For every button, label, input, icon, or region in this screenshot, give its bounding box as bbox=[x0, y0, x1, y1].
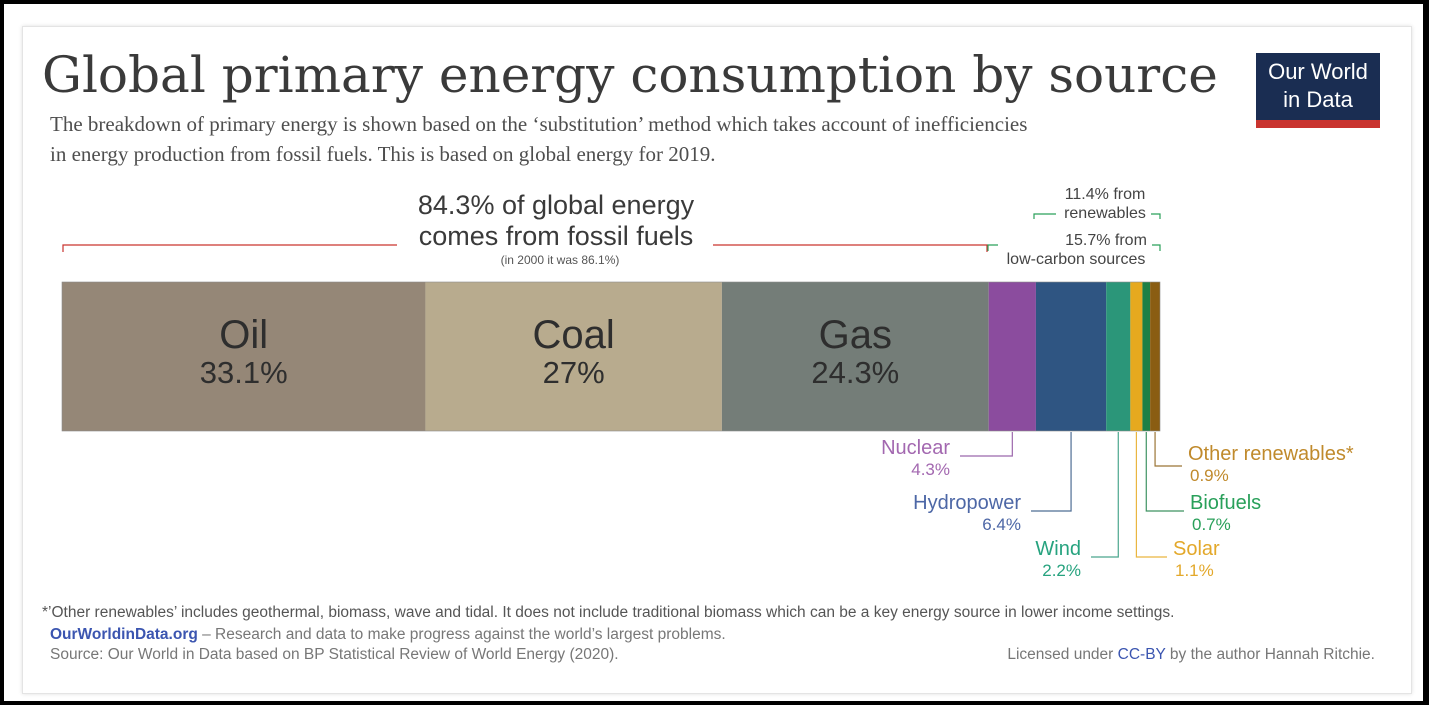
outer-label-wind: Wind bbox=[1035, 538, 1081, 560]
bar-wind bbox=[1106, 282, 1131, 431]
license-note: Licensed under CC-BY by the author Hanna… bbox=[1007, 646, 1375, 664]
bar-other-renewables bbox=[1150, 282, 1160, 431]
lowcarbon-annotation-line2: low-carbon sources bbox=[1007, 251, 1146, 268]
leader-wind bbox=[1091, 432, 1119, 558]
outer-value-other-renewables: 0.9% bbox=[1190, 466, 1229, 485]
outer-label-hydropower: Hydropower bbox=[913, 492, 1021, 514]
outer-value-hydropower: 6.4% bbox=[982, 515, 1021, 534]
leader-biofuels bbox=[1145, 432, 1184, 512]
logo-text-line2: in Data bbox=[1283, 87, 1353, 112]
fossil-annotation-note: (in 2000 it was 86.1%) bbox=[501, 253, 620, 267]
segment-label-coal: Coal bbox=[533, 313, 615, 357]
bar-outline bbox=[61, 281, 1161, 432]
bar-nuclear bbox=[988, 282, 1036, 431]
outer-value-wind: 2.2% bbox=[1042, 561, 1081, 580]
renewables-annotation-line2: renewables bbox=[1064, 205, 1146, 222]
leader-hydropower bbox=[1031, 432, 1072, 512]
owid-logo[interactable]: Our World in Data bbox=[1256, 53, 1380, 128]
outer-label-biofuels: Biofuels bbox=[1190, 492, 1261, 514]
bar-solar bbox=[1130, 282, 1143, 431]
segment-value-oil: 33.1% bbox=[200, 355, 288, 390]
leader-solar bbox=[1135, 432, 1167, 558]
bar-coal bbox=[425, 282, 722, 431]
leader-lines bbox=[960, 432, 1184, 558]
source-note: Source: Our World in Data based on BP St… bbox=[50, 646, 619, 663]
leader-nuclear bbox=[960, 432, 1013, 457]
logo-text-line1: Our World bbox=[1268, 59, 1368, 84]
owid-link[interactable]: OurWorldinData.org bbox=[50, 626, 198, 643]
leader-other-renewables bbox=[1154, 432, 1182, 467]
lowcarbon-annotation-line1: 15.7% from bbox=[1065, 232, 1147, 249]
renewables-annotation-line1: 11.4% from bbox=[1065, 186, 1146, 203]
segment-value-coal: 27% bbox=[543, 355, 605, 390]
outer-label-other-renewables: Other renewables* bbox=[1188, 443, 1354, 465]
fossil-annotation-line2: comes from fossil fuels bbox=[419, 221, 694, 251]
bar-segments bbox=[61, 281, 1161, 432]
license-link[interactable]: CC-BY bbox=[1117, 646, 1166, 663]
lowcarbon-bracket bbox=[987, 244, 1161, 251]
bar-hydropower bbox=[1035, 282, 1107, 431]
segment-value-gas: 24.3% bbox=[811, 355, 899, 390]
outer-label-nuclear: Nuclear bbox=[881, 437, 950, 459]
bar-biofuels bbox=[1142, 282, 1151, 431]
segment-label-gas: Gas bbox=[819, 313, 892, 357]
fossil-bracket bbox=[62, 244, 988, 252]
outer-value-biofuels: 0.7% bbox=[1192, 515, 1231, 534]
outer-label-solar: Solar bbox=[1173, 538, 1220, 560]
owid-tagline: – Research and data to make progress aga… bbox=[197, 626, 726, 643]
owid-credit: OurWorldinData.org – Research and data t… bbox=[50, 626, 726, 644]
footnote: *’Other renewables’ includes geothermal,… bbox=[42, 604, 1175, 621]
chart-subtitle-line1: The breakdown of primary energy is shown… bbox=[50, 112, 1028, 136]
outer-value-nuclear: 4.3% bbox=[911, 460, 950, 479]
logo-accent-bar bbox=[1256, 120, 1380, 128]
chart-subtitle-line2: in energy production from fossil fuels. … bbox=[50, 142, 716, 166]
license-prefix: Licensed under bbox=[1007, 646, 1118, 663]
fossil-annotation-line1: 84.3% of global energy bbox=[418, 190, 695, 220]
renewables-bracket bbox=[1033, 213, 1161, 219]
segment-label-oil: Oil bbox=[219, 313, 268, 357]
chart-title: Global primary energy consumption by sou… bbox=[42, 46, 1218, 104]
bar-oil bbox=[62, 282, 426, 431]
outer-value-solar: 1.1% bbox=[1175, 561, 1214, 580]
license-suffix: by the author Hannah Ritchie. bbox=[1165, 646, 1375, 663]
bar-gas bbox=[721, 282, 989, 431]
